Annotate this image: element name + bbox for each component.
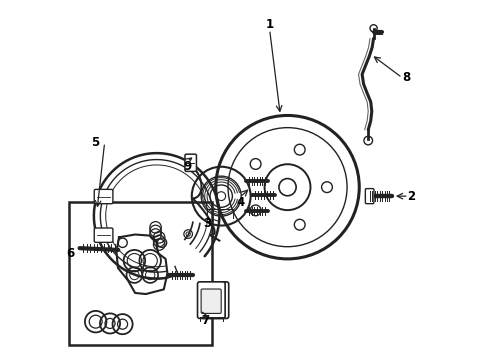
Text: 3: 3 (203, 216, 210, 230)
FancyBboxPatch shape (94, 189, 113, 204)
Text: 6: 6 (66, 247, 75, 260)
Text: 5: 5 (91, 136, 100, 149)
FancyBboxPatch shape (94, 228, 113, 242)
FancyBboxPatch shape (365, 189, 373, 204)
FancyBboxPatch shape (197, 282, 224, 319)
Text: 4: 4 (236, 196, 244, 209)
FancyBboxPatch shape (184, 154, 196, 171)
FancyBboxPatch shape (204, 289, 224, 314)
Text: 9: 9 (183, 160, 191, 173)
Text: 1: 1 (265, 18, 273, 31)
FancyBboxPatch shape (201, 289, 221, 314)
Bar (69, 202, 212, 345)
Text: 2: 2 (407, 190, 414, 203)
FancyBboxPatch shape (201, 282, 228, 319)
Text: 8: 8 (402, 71, 410, 84)
Text: 7: 7 (201, 314, 209, 327)
